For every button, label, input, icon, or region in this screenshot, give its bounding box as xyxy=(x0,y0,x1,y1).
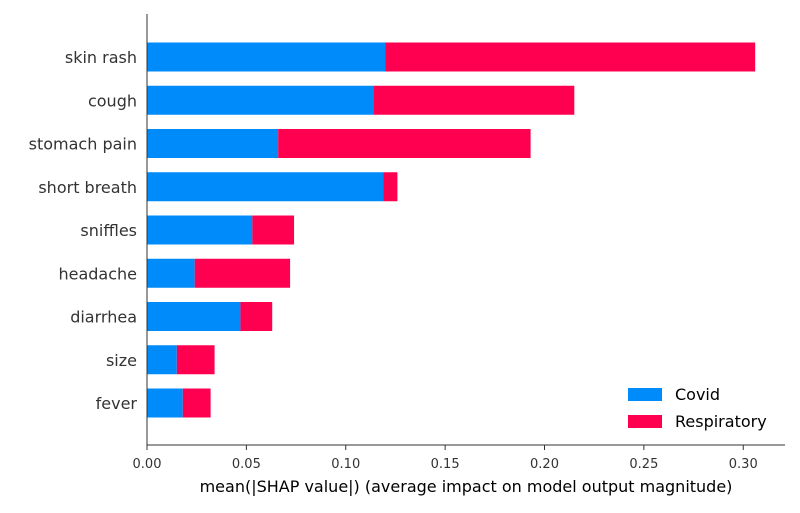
bar-respiratory-skin-rash xyxy=(385,42,756,72)
bar-respiratory-sniffles xyxy=(252,215,295,245)
bar-respiratory-size xyxy=(176,345,215,375)
x-tick-label: 0.30 xyxy=(729,457,758,472)
bars-layer xyxy=(147,42,756,418)
bar-covid-fever xyxy=(147,388,183,418)
bar-covid-skin-rash xyxy=(147,42,386,72)
bar-respiratory-cough xyxy=(373,85,575,115)
bar-respiratory-stomach-pain xyxy=(278,129,531,158)
bar-covid-headache xyxy=(147,258,195,288)
y-tick-label: cough xyxy=(88,91,137,110)
y-tick-label: sniffles xyxy=(80,221,137,240)
legend-label-covid: Covid xyxy=(675,385,720,404)
y-tick-label: short breath xyxy=(38,178,137,197)
bar-covid-diarrhea xyxy=(147,302,241,331)
bar-covid-short-breath xyxy=(147,172,384,202)
bar-covid-cough xyxy=(147,85,374,115)
y-tick-label: stomach pain xyxy=(29,135,137,154)
y-tick-label: size xyxy=(106,351,137,370)
legend-swatch-respiratory xyxy=(628,415,662,428)
bar-covid-stomach-pain xyxy=(147,129,279,158)
x-tick-label: 0.00 xyxy=(133,457,162,472)
x-tick-label: 0.20 xyxy=(530,457,559,472)
x-axis-label: mean(|SHAP value|) (average impact on mo… xyxy=(200,477,733,496)
y-tick-label: headache xyxy=(58,264,137,283)
y-tick-label: fever xyxy=(96,394,138,413)
legend-label-respiratory: Respiratory xyxy=(675,412,767,431)
x-ticks: 0.00 0.05 0.10 0.15 0.20 0.25 0.30 xyxy=(133,445,758,472)
axes-layer xyxy=(146,14,785,446)
x-tick-label: 0.10 xyxy=(331,457,360,472)
bar-covid-size xyxy=(147,345,177,375)
bar-respiratory-short-breath xyxy=(383,172,398,202)
y-tick-label: diarrhea xyxy=(70,308,137,327)
x-tick-label: 0.15 xyxy=(431,457,460,472)
x-tick-label: 0.05 xyxy=(232,457,261,472)
bar-covid-sniffles xyxy=(147,215,253,245)
y-tick-labels: skin rash cough stomach pain short breath sn… xyxy=(29,48,138,413)
x-tick-label: 0.25 xyxy=(629,457,658,472)
legend: Covid Respiratory xyxy=(628,385,767,431)
bar-respiratory-diarrhea xyxy=(240,302,273,331)
legend-swatch-covid xyxy=(628,388,662,401)
bar-respiratory-fever xyxy=(182,388,211,418)
bar-respiratory-headache xyxy=(194,258,291,288)
y-tick-label: skin rash xyxy=(65,48,137,67)
